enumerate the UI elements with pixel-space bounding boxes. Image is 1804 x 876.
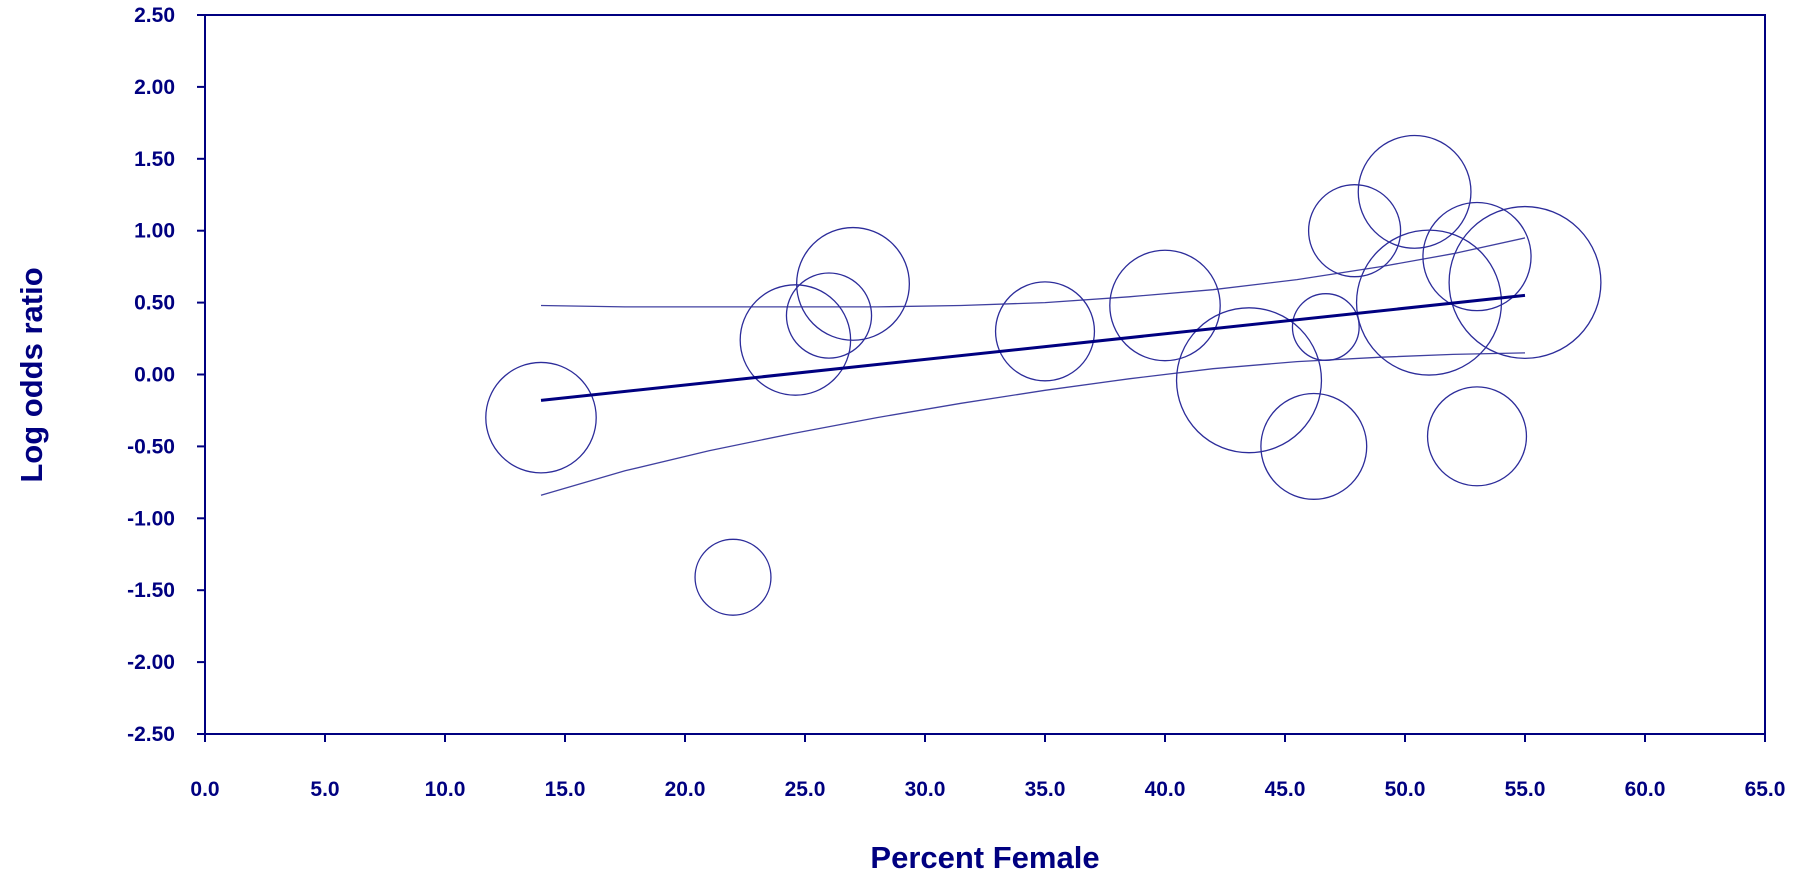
x-tick-label: 45.0 bbox=[1265, 778, 1306, 801]
y-tick-label: -0.50 bbox=[127, 435, 175, 458]
x-tick-label: 20.0 bbox=[665, 778, 706, 801]
y-tick-label: -1.00 bbox=[127, 507, 175, 530]
y-tick-label: -2.50 bbox=[127, 723, 175, 746]
y-tick-label: 2.00 bbox=[134, 76, 175, 99]
data-bubble bbox=[1357, 134, 1472, 249]
x-tick-label: 10.0 bbox=[425, 778, 466, 801]
y-tick-label: 2.50 bbox=[134, 4, 175, 27]
data-bubble bbox=[1422, 201, 1532, 312]
data-bubble bbox=[1291, 293, 1360, 362]
data-bubble bbox=[994, 281, 1096, 382]
regression-line bbox=[540, 293, 1526, 402]
data-bubble bbox=[1175, 307, 1323, 454]
x-tick-label: 5.0 bbox=[310, 778, 339, 801]
data-bubble bbox=[694, 538, 772, 616]
x-tick-label: 30.0 bbox=[905, 778, 946, 801]
data-bubble bbox=[1260, 392, 1368, 500]
confidence-upper-curve bbox=[540, 237, 1526, 308]
confidence-band bbox=[540, 237, 1526, 496]
x-tick-label: 15.0 bbox=[545, 778, 586, 801]
y-tick-label: -1.50 bbox=[127, 579, 175, 602]
confidence-lower-curve bbox=[540, 352, 1526, 496]
x-tick-label: 40.0 bbox=[1145, 778, 1186, 801]
y-tick-label: 0.50 bbox=[134, 292, 175, 315]
data-bubble bbox=[1109, 249, 1221, 362]
x-tick-label: 25.0 bbox=[785, 778, 826, 801]
data-bubble bbox=[796, 226, 911, 341]
regression-line-group bbox=[540, 293, 1526, 402]
data-bubbles bbox=[485, 134, 1602, 616]
x-tick-label: 65.0 bbox=[1745, 778, 1786, 801]
y-tick-label: 1.00 bbox=[134, 220, 175, 243]
data-bubble bbox=[1426, 386, 1528, 487]
x-tick-label: 50.0 bbox=[1385, 778, 1426, 801]
plot-area bbox=[204, 14, 1766, 735]
data-bubble bbox=[1355, 229, 1503, 376]
x-tick-label: 35.0 bbox=[1025, 778, 1066, 801]
x-tick-label: 60.0 bbox=[1625, 778, 1666, 801]
data-bubble bbox=[1307, 184, 1402, 278]
y-axis-ticks: 2.50 2.00 1.50 1.00 0.50 0.00 -0.50 -1.00 -1.50 -… bbox=[127, 4, 205, 746]
y-axis-title: Log odds ratio bbox=[14, 267, 49, 482]
data-bubble bbox=[785, 272, 873, 359]
y-tick-label: 0.00 bbox=[134, 364, 175, 387]
x-axis-ticks: 0.0 5.0 10.0 15.0 20.0 25.0 30.0 35.0 40.0 45.0 50… bbox=[190, 734, 1785, 801]
y-tick-label: -2.00 bbox=[127, 651, 175, 674]
y-tick-label: 1.50 bbox=[134, 148, 175, 171]
x-axis-title: Percent Female bbox=[870, 840, 1099, 875]
x-tick-label: 55.0 bbox=[1505, 778, 1546, 801]
x-tick-label: 0.0 bbox=[190, 778, 219, 801]
data-bubble bbox=[485, 361, 597, 474]
data-bubble bbox=[1448, 205, 1602, 360]
